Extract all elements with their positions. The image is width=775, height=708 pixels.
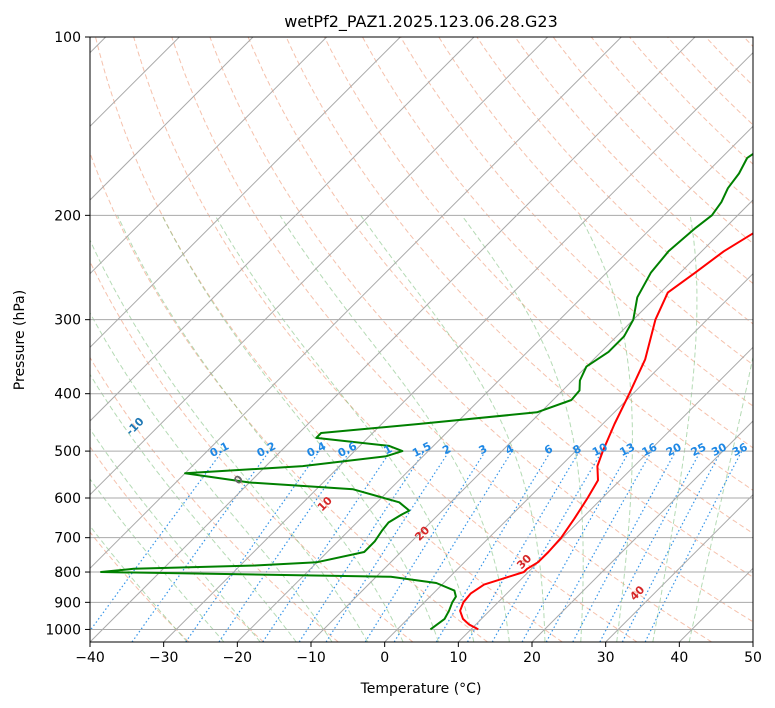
moist-adiabat-line [90,311,333,642]
moist-adiabat-line [90,373,297,642]
x-tick-label: 50 [744,650,762,666]
mixing-ratio-line [90,450,223,632]
dry-adiabat-line [90,531,190,642]
isotherm-line [163,51,753,642]
x-tick-label: 10 [449,650,467,666]
y-tick-label: 800 [54,565,81,581]
x-tick-label: 0 [380,650,389,666]
moist-adiabat-line [90,478,225,642]
moist-adiabat-line [279,215,510,642]
moist-adiabat-line [161,215,439,642]
x-tick-label: −40 [75,650,105,666]
dry-adiabat-line [90,445,264,642]
mixing-ratio-label: 10 [590,440,610,459]
dewpoint-line [100,152,753,631]
isotherm-line [90,37,328,275]
dry-adiabat-line [90,151,488,642]
isotherm-line [90,37,696,642]
x-tick-label: −20 [223,650,253,666]
moist-adiabat-line [90,428,261,642]
dry-adiabat-line [323,37,753,491]
isotherm-line [90,37,254,201]
y-tick-label: 100 [54,30,81,46]
dry-adiabat-line [209,37,753,623]
x-tick-label: 30 [597,650,615,666]
mixing-ratio-label: 25 [689,440,709,459]
plot-frame [89,36,754,643]
mixing-ratio-line [325,450,450,642]
x-tick-label: 20 [523,650,541,666]
y-tick-label: 500 [54,444,81,460]
mixing-ratio-label: 20 [664,440,684,459]
y-tick-label: 200 [54,208,81,224]
isotherm-line [236,125,753,642]
isotherm-line [605,493,753,642]
mixing-ratio-line [644,450,743,642]
dry-adiabat-line [247,37,753,578]
series-lines [100,152,753,631]
moist-adiabat-line [90,525,188,642]
temperature-line [459,232,753,631]
mixing-ratio-label: 13 [618,440,638,459]
moist-adiabat-line [90,239,369,642]
mixing-ratio-line [262,450,392,642]
isotherm-line [90,37,401,349]
mixing-ratio-line [298,450,425,642]
mixing-ratio-line [185,450,320,642]
dry-adiabat-line [133,37,638,642]
dry-adiabat-line [95,37,563,642]
dry-adiabat-line [514,37,753,285]
moist-adiabat-line [360,215,546,642]
isotherm-line [752,641,753,642]
isotherm-line [90,37,622,570]
x-tick-label: 40 [670,650,688,666]
dry-adiabat-line [362,37,753,449]
x-axis-ticks: −40 −30 −20 −10 0 10 20 30 40 50 [75,642,762,666]
dry-adiabat-line [400,37,753,407]
y-tick-label: 400 [54,387,81,403]
moist-adiabat-line [652,215,698,642]
mixing-ratio-label: 36 [730,440,750,459]
chart-title: wetPf2_PAZ1.2025.123.06.28.G23 [284,12,558,32]
dry-adiabat-line [90,356,339,642]
isotherm-line [384,272,753,642]
x-tick-label: −10 [296,650,326,666]
mixing-ratio-line [218,450,351,642]
y-tick-label: 700 [54,531,81,547]
y-tick-label: 900 [54,595,81,611]
mixing-ratio-line [393,450,513,642]
y-tick-label: 300 [54,313,81,329]
mixing-ratio-line [545,450,653,642]
isotherm-line [90,37,475,422]
y-tick-label: 600 [54,491,81,507]
dry-adiabat-line [285,37,753,534]
mixing-ratio-line [521,450,631,642]
mixing-ratio-label: 30 [709,440,729,459]
mixing-ratio-line [572,450,677,642]
x-tick-label: −30 [149,650,179,666]
isotherm-line [310,199,753,642]
isotherm-line [531,420,753,642]
isotherm-line [90,37,549,496]
dry-adiabat-line [438,37,753,366]
moist-adiabat-line [578,215,633,642]
y-axis-label: Pressure (hPa) [12,290,28,390]
moist-adiabat-line [117,215,404,642]
background-lines [90,37,753,642]
y-axis-ticks: 1000 900 800 700 600 500 400 300 200 100 [45,30,90,638]
mixing-ratio-line [131,450,270,642]
plot-background [90,37,753,642]
dry-adiabat-line [171,37,712,642]
moist-adiabat-line [214,215,475,642]
mixing-ratio-label: 16 [640,440,660,459]
x-axis-label: Temperature (°C) [360,681,482,697]
moist-adiabat-line [688,354,753,642]
y-tick-label: 1000 [45,622,81,638]
